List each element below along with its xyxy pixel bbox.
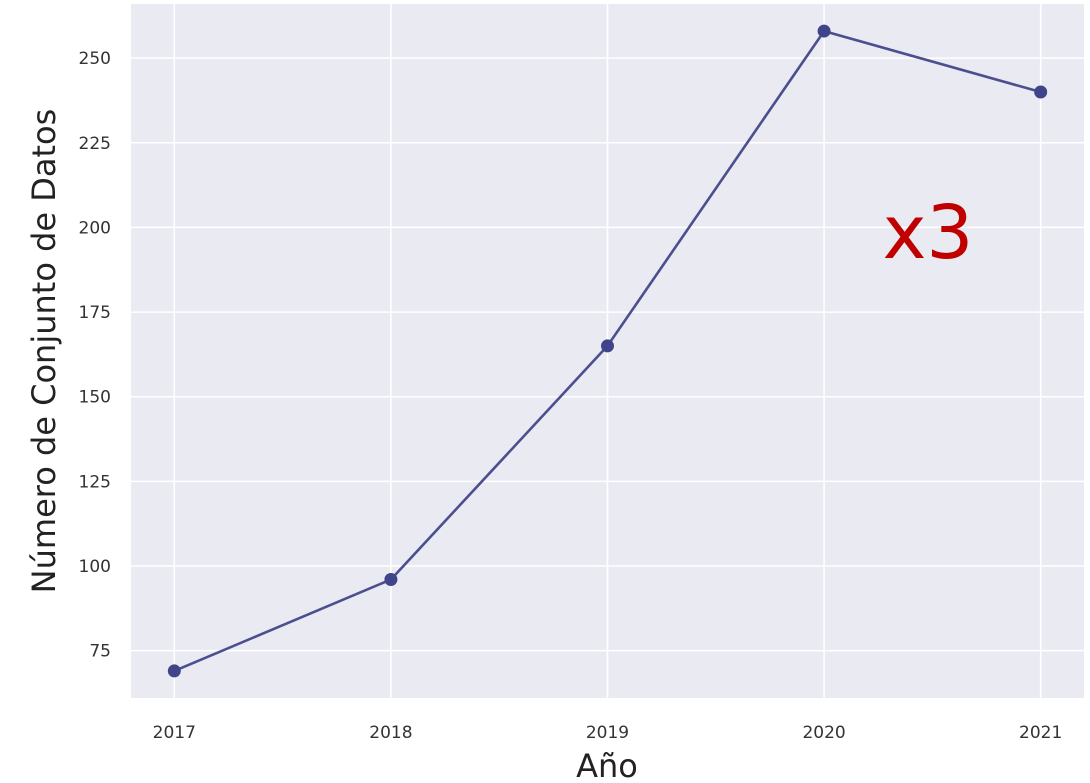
y-tick-label: 250 xyxy=(79,49,111,69)
x-tick-label: 2019 xyxy=(586,723,629,743)
annotation-x3: x3 xyxy=(883,190,974,276)
y-tick-label: 75 xyxy=(89,642,111,662)
x-tick-label: 2021 xyxy=(1019,723,1062,743)
y-tick-label: 100 xyxy=(79,557,111,577)
x-axis-label: Año xyxy=(576,747,638,783)
y-tick-label: 125 xyxy=(79,472,111,492)
data-point-2017 xyxy=(167,664,181,678)
y-tick-label: 225 xyxy=(79,134,111,154)
tick-labels: 2017 2018 2019 2020 2021 75 100 125 150 175 200 225… xyxy=(79,49,1063,743)
data-point-2019 xyxy=(601,339,614,353)
data-point-2018 xyxy=(384,573,398,587)
y-tick-label: 200 xyxy=(79,218,111,238)
series-layer xyxy=(167,24,1048,678)
x-tick-label: 2018 xyxy=(369,723,412,743)
data-point-2020 xyxy=(817,24,831,38)
y-tick-label: 175 xyxy=(79,303,111,323)
x-tick-label: 2017 xyxy=(153,723,196,743)
data-point-2021 xyxy=(1034,85,1048,99)
y-axis-label: Número de Conjunto de Datos xyxy=(25,109,63,594)
y-tick-label: 150 xyxy=(79,388,111,408)
x-tick-label: 2020 xyxy=(802,723,845,743)
